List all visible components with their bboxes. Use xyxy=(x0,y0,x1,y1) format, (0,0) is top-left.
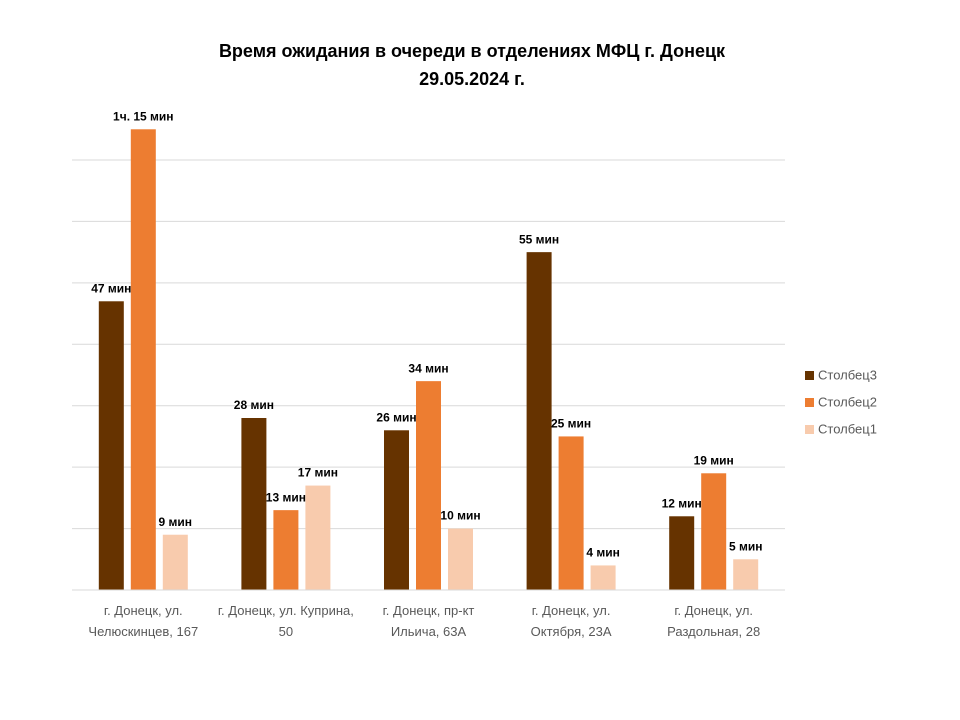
data-label: 34 мин xyxy=(408,361,448,375)
data-label: 5 мин xyxy=(729,539,763,553)
data-label: 25 мин xyxy=(551,417,591,431)
bar xyxy=(384,430,409,590)
data-label: 28 мин xyxy=(234,398,274,412)
data-label: 13 мин xyxy=(266,490,306,504)
data-label: 26 мин xyxy=(376,410,416,424)
bar xyxy=(669,516,695,590)
bar xyxy=(448,528,473,590)
bar xyxy=(590,565,616,590)
legend-label: Столбец3 xyxy=(818,367,877,382)
legend-label: Столбец2 xyxy=(818,394,877,409)
legend-swatch xyxy=(805,425,814,434)
legend-swatch xyxy=(805,398,814,407)
legend-label: Столбец1 xyxy=(818,421,877,436)
chart-subtitle: 29.05.2024 г. xyxy=(419,69,525,89)
data-label: 4 мин xyxy=(586,546,620,560)
bar xyxy=(558,436,584,590)
data-label: 19 мин xyxy=(694,453,734,467)
data-label: 10 мин xyxy=(440,509,480,523)
bar xyxy=(162,534,188,590)
x-tick-label: г. Донецк, ул. Челюскинцев, 167 xyxy=(88,603,199,639)
x-tick-label: г. Донецк, ул. Куприна, 50 xyxy=(217,603,354,639)
data-label: 55 мин xyxy=(519,232,559,246)
data-label: 47 мин xyxy=(91,281,131,295)
bar xyxy=(416,381,441,590)
bar xyxy=(98,301,124,590)
chart-title: Время ожидания в очереди в отделениях МФ… xyxy=(219,41,726,61)
data-label: 17 мин xyxy=(298,466,338,480)
bar xyxy=(273,510,299,590)
data-label: 1ч. 15 мин xyxy=(113,109,174,123)
bar xyxy=(733,559,759,590)
bar xyxy=(305,485,331,590)
x-tick-label: г. Донецк, пр-кт Ильича, 63А xyxy=(382,603,475,639)
bar xyxy=(701,473,727,590)
x-tick-label: г. Донецк, ул. Раздольная, 28 xyxy=(667,603,761,639)
legend-swatch xyxy=(805,371,814,380)
data-label: 9 мин xyxy=(159,515,193,529)
bar xyxy=(526,252,552,590)
x-tick-label: г. Донецк, ул. Октября, 23А xyxy=(530,603,612,639)
bar xyxy=(241,418,267,590)
data-label: 12 мин xyxy=(662,496,702,510)
bar xyxy=(130,129,156,591)
